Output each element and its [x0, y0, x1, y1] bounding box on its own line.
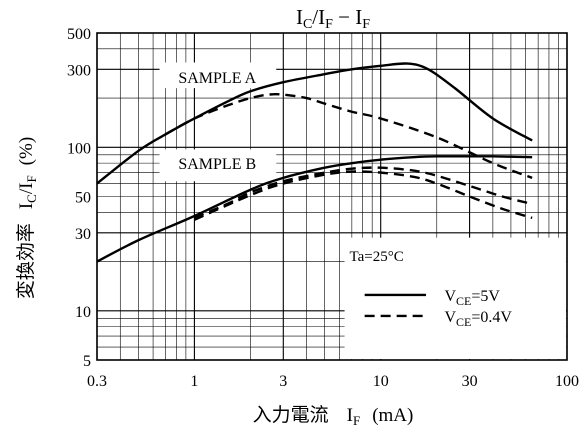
legend-label-0: VCE=5V — [444, 288, 500, 308]
chart-title: IC/IF − IF — [296, 5, 370, 32]
x-tick-label: 10 — [373, 373, 389, 390]
label-mask-sample-a — [159, 62, 277, 89]
series-line-3 — [193, 166, 533, 219]
y-tick-label: 5 — [83, 353, 91, 370]
y-tick-label: 300 — [67, 62, 91, 79]
legend-box — [344, 237, 566, 359]
legend-label-1: VCE=0.4V — [444, 309, 512, 329]
y-tick-label: 500 — [67, 26, 91, 43]
y-tick-label: 10 — [75, 304, 91, 321]
x-axis-label: 入力電流 IF (mA) — [253, 404, 414, 428]
y-axis-label: 変換効率IC/IF(%) — [15, 137, 39, 299]
plot-area: 0.3 1 3 10 30 100 5 10 30 50 100 300 500 SAMPLE A SAMP… — [67, 26, 579, 390]
x-tick-label: 30 — [462, 373, 478, 390]
series-line-4 — [193, 170, 533, 221]
y-tick-label: 100 — [67, 140, 91, 157]
label-mask-sample-b — [159, 149, 277, 182]
x-tick-label: 0.3 — [87, 373, 107, 390]
y-tick-label: 30 — [75, 226, 91, 243]
x-tick-label: 100 — [555, 373, 579, 390]
x-tick-label: 1 — [190, 373, 198, 390]
series-line-1 — [164, 92, 533, 179]
y-tick-label: 50 — [75, 190, 91, 207]
plot-frame — [96, 32, 568, 361]
condition-label: Ta=25°C — [350, 249, 404, 265]
annotation-label-0: SAMPLE A — [178, 70, 256, 87]
series-line-2 — [96, 155, 533, 263]
annotation-label-1: SAMPLE B — [178, 156, 256, 173]
x-tick-label: 3 — [279, 373, 287, 390]
